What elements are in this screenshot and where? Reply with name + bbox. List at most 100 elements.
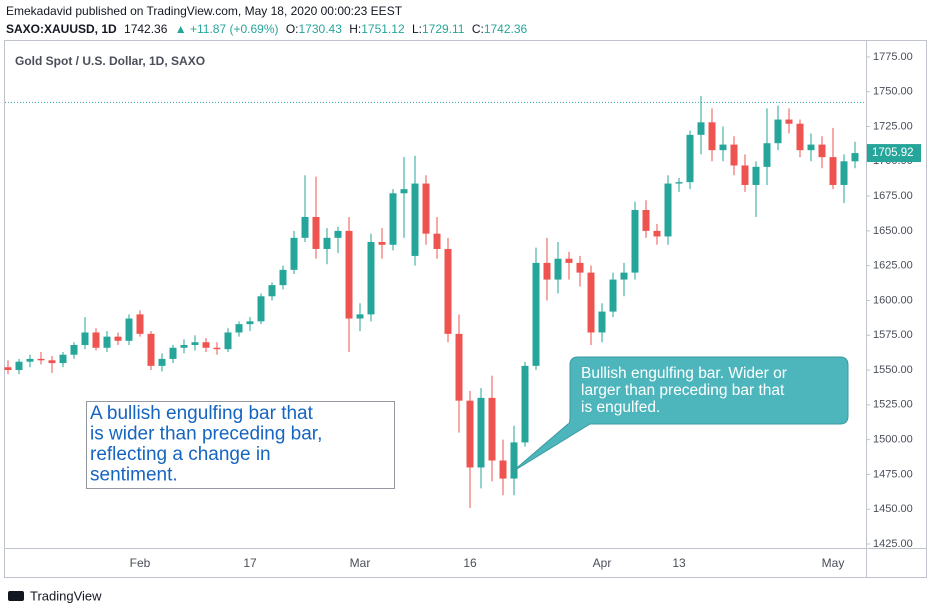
x-tick-label: 17: [243, 556, 257, 570]
candle-body: [741, 165, 749, 185]
candle-body: [114, 336, 122, 341]
candle-body: [499, 460, 507, 479]
y-tick-label: 1750.00: [873, 86, 913, 98]
ohlc-label: H:: [349, 22, 361, 36]
candle-body: [609, 279, 617, 312]
ohlc-value: 1751.12: [361, 22, 405, 36]
price: 1742.36: [124, 22, 168, 36]
candle-body: [26, 358, 34, 362]
candle-body: [697, 122, 705, 135]
y-tick-label: 1475.00: [873, 468, 913, 480]
y-tick-label: 1450.00: [873, 503, 913, 515]
callout-text: is engulfed.: [581, 399, 660, 416]
candle-body: [367, 242, 375, 315]
y-tick-label: 1550.00: [873, 364, 913, 376]
candle-body: [565, 258, 573, 263]
y-tick-label: 1525.00: [873, 399, 913, 411]
ohlc-label: C:: [472, 22, 484, 36]
annotation-text: A bullish engulfing bar that: [90, 403, 314, 424]
x-tick-label: 13: [672, 556, 686, 570]
candle-body: [400, 189, 408, 194]
brand-logo: [8, 591, 24, 601]
candle-body: [477, 397, 485, 468]
candle-body: [488, 397, 496, 461]
candle-body: [213, 347, 221, 350]
candle-body: [444, 248, 452, 334]
candle-body: [301, 216, 309, 238]
candle-body: [587, 272, 595, 333]
ohlc-value: 1729.11: [422, 22, 465, 36]
candle-body: [422, 183, 430, 234]
candle-body: [653, 230, 661, 237]
candle-body: [4, 367, 12, 371]
candle-body: [763, 143, 771, 167]
candle-body: [433, 233, 441, 249]
candle-body: [81, 332, 89, 345]
ohlc-line: SAXO:XAUUSD, 1D 1742.36 ▲ +11.87 (+0.69%…: [6, 22, 528, 36]
y-tick-label: 1500.00: [873, 434, 913, 446]
candle-body: [180, 344, 188, 348]
candle-body: [675, 182, 683, 184]
x-tick-label: 16: [463, 556, 477, 570]
y-tick-label: 1650.00: [873, 225, 913, 237]
y-tick-label: 1625.00: [873, 260, 913, 272]
candle-body: [466, 400, 474, 468]
candle-body: [169, 347, 177, 359]
ohlc-value: 1742.36: [484, 22, 528, 36]
candle-body: [103, 336, 111, 348]
candle-body: [829, 157, 837, 185]
callout-text: larger than preceding bar that: [581, 382, 785, 399]
candle-body: [15, 361, 23, 371]
candle-body: [719, 144, 727, 151]
candle-body: [785, 119, 793, 124]
candle-body: [730, 144, 738, 166]
candle-body: [70, 344, 78, 355]
candle-body: [92, 332, 100, 348]
y-tick-label: 1675.00: [873, 190, 913, 202]
candle-body: [576, 262, 584, 273]
chart-legend: Gold Spot / U.S. Dollar, 1D, SAXO: [15, 54, 205, 68]
candle-body: [312, 216, 320, 249]
candle-body: [708, 122, 716, 151]
callout-box: [511, 356, 849, 473]
x-tick-label: Apr: [593, 556, 612, 570]
brand-name: TradingView: [30, 588, 102, 603]
candle-body: [840, 161, 848, 185]
symbol: SAXO:XAUUSD, 1D: [6, 22, 117, 36]
annotation-text: is wider than preceding bar,: [90, 424, 322, 445]
annotation-text: reflecting a change in: [90, 444, 271, 465]
candle-body: [257, 296, 265, 322]
candle-body: [202, 342, 210, 348]
candle-body: [818, 144, 826, 158]
candle-body: [598, 311, 606, 333]
x-tick-label: Mar: [350, 556, 371, 570]
ohlc-value: 1730.43: [299, 22, 343, 36]
change: ▲ +11.87 (+0.69%): [175, 22, 279, 36]
candle-body: [158, 358, 166, 366]
candle-body: [664, 183, 672, 237]
candle-body: [378, 242, 386, 245]
candle-body: [147, 333, 155, 366]
y-tick-label: 1600.00: [873, 294, 913, 306]
candle-body: [752, 166, 760, 185]
candle-body: [774, 119, 782, 144]
last-price-label: 1705.92: [872, 147, 914, 159]
candle-body: [37, 358, 45, 361]
candle-body: [323, 237, 331, 249]
candle-body: [224, 332, 232, 350]
author-line: Emekadavid published on TradingView.com,…: [6, 4, 403, 18]
candle-body: [796, 123, 804, 151]
candle-body: [136, 314, 144, 334]
annotation-box: [86, 401, 395, 489]
candle-body: [411, 183, 419, 256]
brand: TradingView: [8, 588, 102, 603]
candle-body: [345, 230, 353, 319]
x-tick-label: May: [822, 556, 845, 570]
candle-body: [686, 134, 694, 183]
callout-text: Bullish engulfing bar. Wider or: [581, 365, 787, 382]
candle-body: [521, 365, 529, 443]
candle-body: [48, 360, 56, 364]
last-price-box: [867, 144, 921, 163]
ohlc-label: O:: [286, 22, 299, 36]
